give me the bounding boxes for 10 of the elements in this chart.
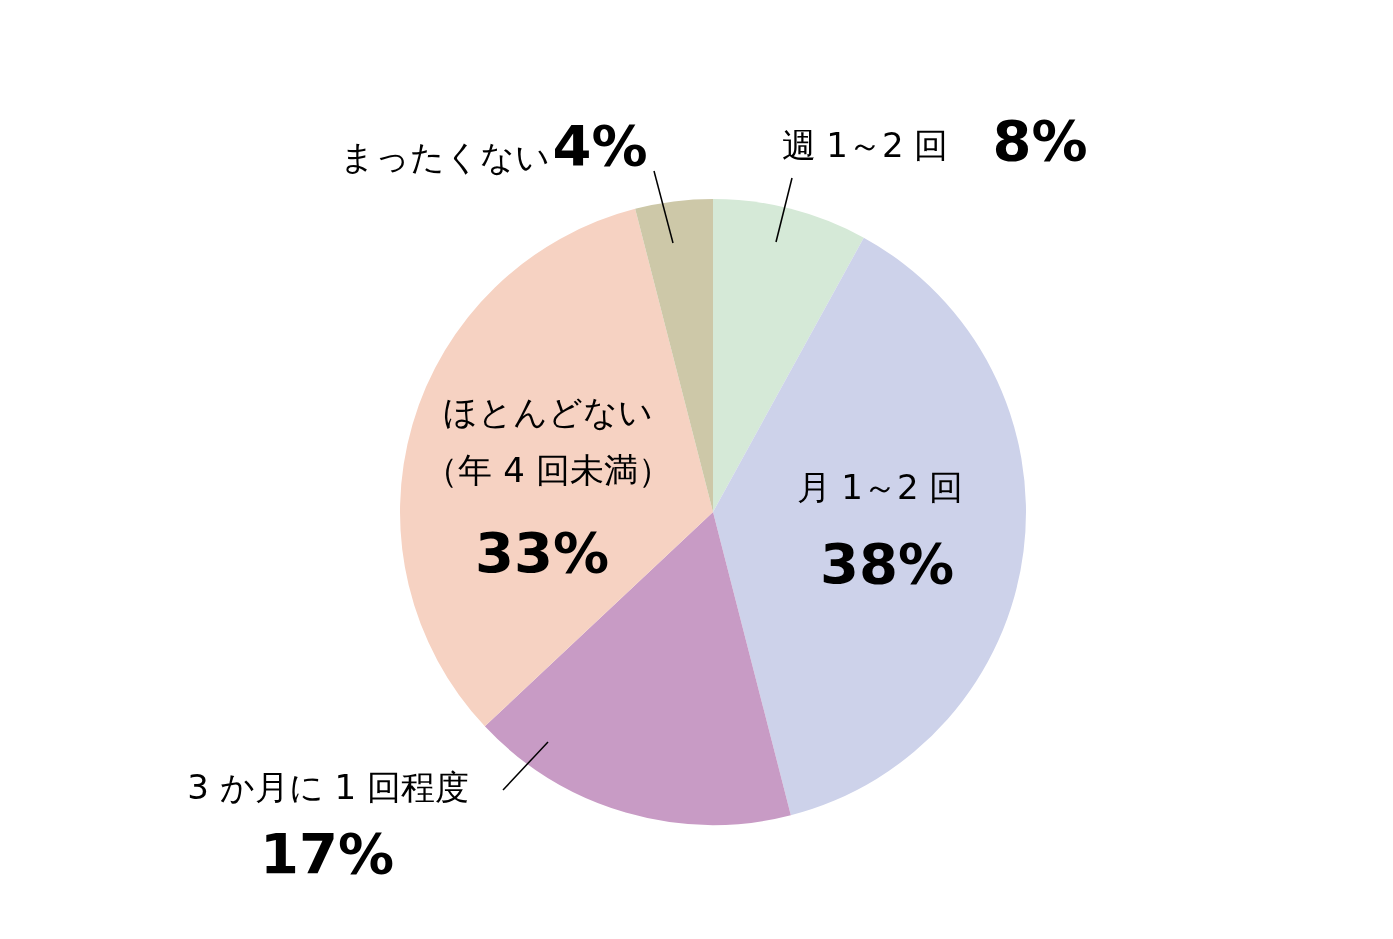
data-label: 33% [474,519,610,585]
slice-label: 3 か月に 1 回程度 [187,766,469,807]
slice-label: まったくない [340,136,550,177]
data-label: 4% [552,112,648,178]
data-label: 38% [819,530,955,596]
data-label: 8% [992,107,1088,173]
data-label: 17% [259,820,395,886]
slice-label: 週 1～2 回 [781,124,949,165]
slice-label: ほとんどない（年 4 回未満） [424,391,672,490]
slice-label: 月 1～2 回 [796,466,964,507]
